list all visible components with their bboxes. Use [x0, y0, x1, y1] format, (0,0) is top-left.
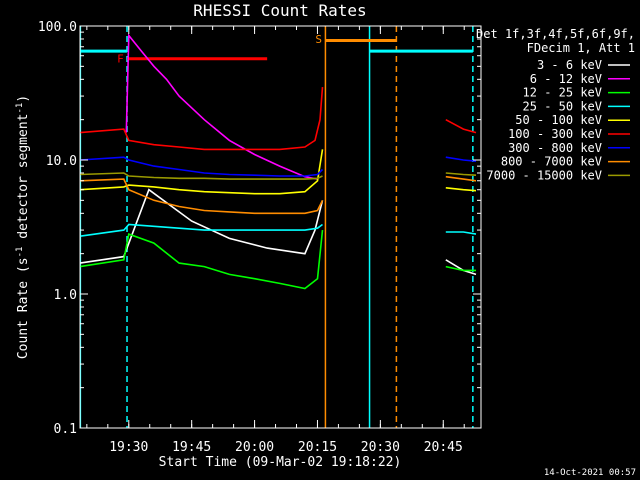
- series-line: [79, 230, 476, 290]
- legend-label: 100 - 300 keV: [508, 127, 602, 141]
- y-tick-label: 100.0: [38, 20, 77, 35]
- y-tick-label: 1.0: [54, 288, 77, 303]
- series-line: [79, 87, 477, 151]
- legend-label: 6 - 12 keV: [530, 72, 602, 86]
- legend-label: 25 - 50 keV: [523, 99, 602, 113]
- y-axis: 100.0 10.0 1.0 0.1: [38, 20, 481, 437]
- series-line: [79, 172, 477, 180]
- plot-frame: [79, 25, 482, 429]
- x-axis: 19:30 19:45 20:00 20:15 20:30 20:45: [86, 26, 465, 455]
- series-line: [79, 175, 477, 215]
- plot-area: FS: [79, 26, 477, 428]
- y-axis-label: Count Rate (s-1 detector segment-1): [15, 95, 31, 359]
- x-tick-label: 19:30: [109, 440, 148, 455]
- legend-header-line-1: Det 1f,3f,4f,5f,6f,9f,: [476, 27, 635, 41]
- legend-label: 300 - 800 keV: [508, 141, 602, 155]
- annotation-label: S: [315, 33, 322, 46]
- series-line: [125, 33, 318, 180]
- legend-label: 12 - 25 keV: [523, 86, 602, 100]
- y-tick-label: 10.0: [46, 154, 77, 169]
- footer-timestamp: 14-Oct-2021 00:57: [544, 468, 636, 478]
- x-tick-label: 19:45: [172, 440, 211, 455]
- series-line: [79, 188, 477, 276]
- series-line: [79, 223, 477, 237]
- x-tick-label: 20:45: [424, 440, 463, 455]
- legend-label: 800 - 7000 keV: [501, 155, 602, 169]
- x-tick-label: 20:00: [235, 440, 274, 455]
- x-axis-label: Start Time (09-Mar-02 19:18:22): [159, 455, 402, 470]
- series-line: [79, 156, 477, 177]
- legend-label: 3 - 6 keV: [537, 58, 602, 72]
- y-tick-label: 0.1: [54, 422, 77, 437]
- annotation-label: F: [117, 53, 124, 66]
- x-tick-label: 20:15: [298, 440, 337, 455]
- legend-label: 7000 - 15000 keV: [486, 168, 602, 182]
- legend: Det 1f,3f,4f,5f,6f,9f, FDecim 1, Att 1 3…: [476, 27, 635, 182]
- x-tick-label: 20:30: [361, 440, 400, 455]
- legend-header-line-2: FDecim 1, Att 1: [527, 41, 635, 55]
- series-line: [79, 149, 477, 195]
- chart-title: RHESSI Count Rates: [193, 1, 366, 20]
- legend-label: 50 - 100 keV: [515, 113, 602, 127]
